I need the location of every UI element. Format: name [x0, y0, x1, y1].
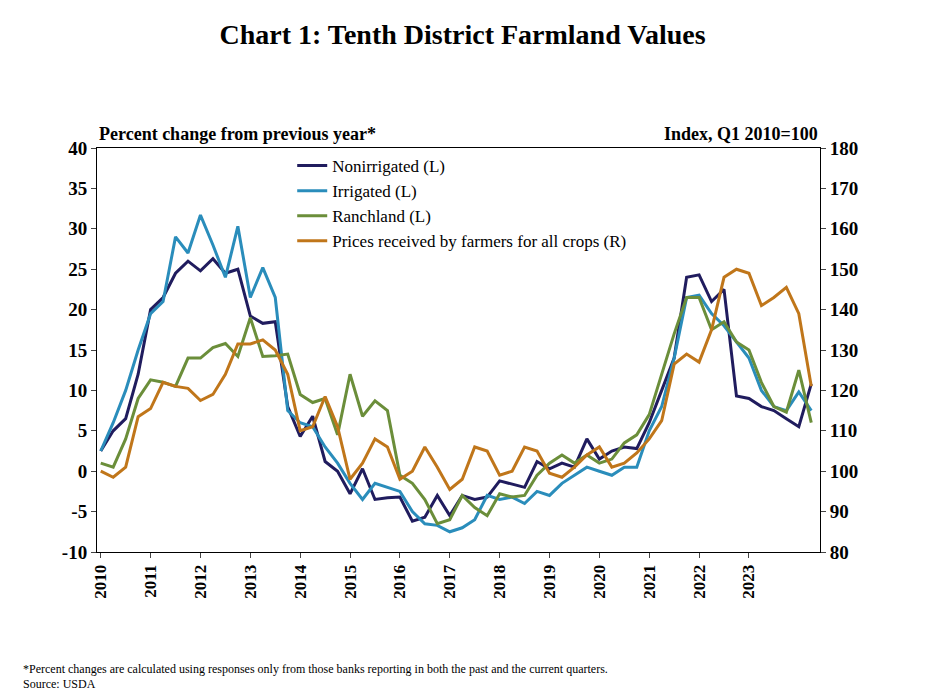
svg-text:140: 140 [830, 299, 859, 320]
svg-text:0: 0 [78, 461, 88, 482]
svg-text:35: 35 [68, 178, 87, 199]
svg-text:25: 25 [68, 259, 87, 280]
svg-text:10: 10 [68, 380, 87, 401]
svg-text:20: 20 [68, 299, 87, 320]
svg-text:2022: 2022 [690, 565, 709, 599]
svg-text:130: 130 [830, 340, 859, 361]
svg-text:2011: 2011 [141, 565, 160, 598]
svg-text:Index, Q1 2010=100: Index, Q1 2010=100 [664, 124, 818, 144]
svg-text:2020: 2020 [590, 565, 609, 599]
svg-text:2016: 2016 [390, 565, 409, 599]
svg-text:Chart 1: Tenth District Farmla: Chart 1: Tenth District Farmland Values [219, 19, 705, 50]
svg-text:80: 80 [830, 542, 849, 563]
svg-text:Ranchland (L): Ranchland (L) [332, 207, 431, 226]
svg-text:2017: 2017 [440, 564, 459, 599]
svg-text:2021: 2021 [640, 565, 659, 599]
svg-text:*Percent changes are calculate: *Percent changes are calculated using re… [23, 662, 608, 676]
svg-text:Source: USDA: Source: USDA [23, 677, 96, 691]
svg-text:-10: -10 [62, 542, 87, 563]
svg-text:100: 100 [830, 461, 859, 482]
svg-text:2010: 2010 [91, 565, 110, 599]
svg-text:90: 90 [830, 501, 849, 522]
svg-text:-5: -5 [71, 501, 87, 522]
svg-text:5: 5 [78, 420, 88, 441]
svg-text:Percent change from previous y: Percent change from previous year* [99, 124, 376, 144]
svg-text:2014: 2014 [291, 564, 310, 599]
svg-text:2015: 2015 [341, 565, 360, 599]
svg-text:180: 180 [830, 138, 859, 159]
svg-text:15: 15 [68, 340, 87, 361]
svg-text:2018: 2018 [490, 565, 509, 599]
svg-text:40: 40 [68, 138, 87, 159]
svg-text:160: 160 [830, 218, 859, 239]
svg-text:30: 30 [68, 218, 87, 239]
svg-text:170: 170 [830, 178, 859, 199]
svg-text:110: 110 [830, 420, 857, 441]
svg-text:Irrigated (L): Irrigated (L) [332, 182, 416, 201]
svg-text:2023: 2023 [739, 565, 758, 599]
svg-text:Nonirrigated (L): Nonirrigated (L) [332, 157, 445, 176]
svg-text:120: 120 [830, 380, 859, 401]
svg-text:2013: 2013 [241, 565, 260, 599]
svg-text:Prices received by farmers for: Prices received by farmers for all crops… [332, 232, 626, 251]
svg-text:2012: 2012 [191, 565, 210, 599]
svg-text:2019: 2019 [540, 565, 559, 599]
svg-text:150: 150 [830, 259, 859, 280]
